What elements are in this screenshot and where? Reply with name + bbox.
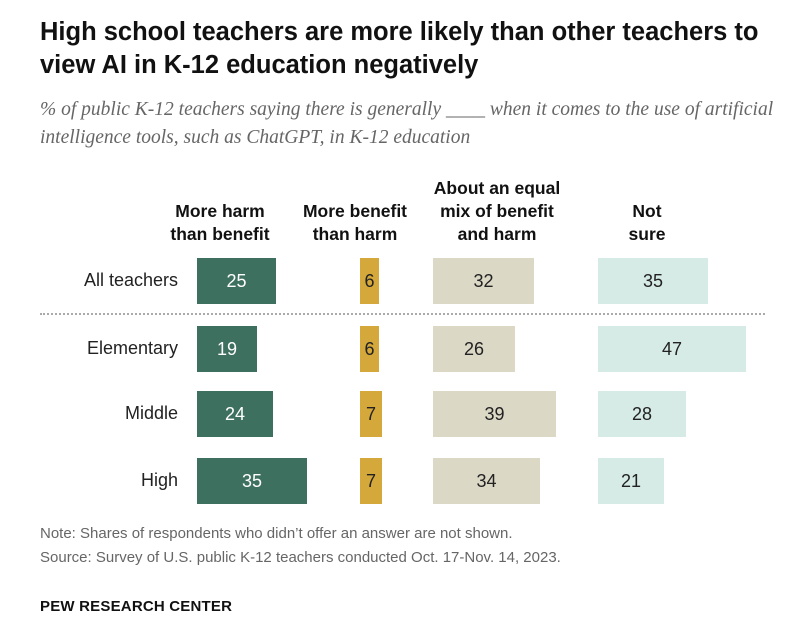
source-text: Source: Survey of U.S. public K-12 teach… xyxy=(40,549,561,566)
bar-more-benefit-than-harm-high xyxy=(360,458,382,504)
data-label-more-benefit-than-harm-high: 7 xyxy=(365,471,376,491)
bar-not-sure-all-teachers xyxy=(598,258,708,304)
column-header-about-an-equal-mix-of-benefit-and-harm: About an equal mix of benefit and harm xyxy=(433,178,561,244)
dotted-divider xyxy=(40,313,765,315)
column-header-not-sure: Not sure xyxy=(628,201,666,244)
data-label-about-an-equal-mix-of-benefit-and-harm-all-teachers: 32 xyxy=(473,271,494,291)
data-label-more-harm-than-benefit-high: 35 xyxy=(241,471,263,491)
data-label-about-an-equal-mix-of-benefit-and-harm-elementary: 26 xyxy=(463,339,485,359)
bar-about-an-equal-mix-of-benefit-and-harm-high xyxy=(433,458,540,504)
bar-about-an-equal-mix-of-benefit-and-harm-middle xyxy=(433,391,556,437)
bar-about-an-equal-mix-of-benefit-and-harm-elementary xyxy=(433,326,515,372)
column-header-more-benefit-than-harm: More benefit than harm xyxy=(302,201,408,244)
chart-title: High school teachers are more likely tha… xyxy=(40,18,759,79)
data-label-more-harm-than-benefit-all-teachers: 25 xyxy=(226,271,247,291)
bar-more-harm-than-benefit-all-teachers xyxy=(197,258,276,304)
data-label-about-an-equal-mix-of-benefit-and-harm-high: 34 xyxy=(476,471,497,491)
column-header-more-harm-than-benefit: More harm than benefit xyxy=(170,201,270,244)
brand-logo-text: PEW RESEARCH CENTER xyxy=(40,598,233,615)
data-label-more-benefit-than-harm-elementary: 6 xyxy=(364,339,375,359)
data-label-more-benefit-than-harm-middle: 7 xyxy=(365,404,376,424)
chart-subtitle: % of public K-12 teachers saying there i… xyxy=(40,99,774,148)
bar-more-harm-than-benefit-elementary xyxy=(197,326,257,372)
data-label-not-sure-elementary: 47 xyxy=(661,339,683,359)
bar-more-harm-than-benefit-high xyxy=(197,458,307,504)
row-label-all-teachers: All teachers xyxy=(83,270,178,290)
bar-more-benefit-than-harm-all-teachers xyxy=(360,258,379,304)
row-label-middle: Middle xyxy=(124,403,178,423)
row-label-elementary: Elementary xyxy=(86,338,178,358)
bar-not-sure-high xyxy=(598,458,664,504)
note-text: Note: Shares of respondents who didn’t o… xyxy=(40,525,513,542)
data-label-about-an-equal-mix-of-benefit-and-harm-middle: 39 xyxy=(484,404,505,424)
bar-more-harm-than-benefit-middle xyxy=(197,391,273,437)
bar-more-benefit-than-harm-middle xyxy=(360,391,382,437)
data-label-more-harm-than-benefit-elementary: 19 xyxy=(216,339,238,359)
bar-about-an-equal-mix-of-benefit-and-harm-all-teachers xyxy=(433,258,534,304)
bar-more-benefit-than-harm-elementary xyxy=(360,326,379,372)
data-label-not-sure-all-teachers: 35 xyxy=(642,271,664,291)
bar-not-sure-middle xyxy=(598,391,686,437)
data-label-more-benefit-than-harm-all-teachers: 6 xyxy=(364,271,375,291)
bar-not-sure-elementary xyxy=(598,326,746,372)
row-label-high: High xyxy=(140,470,178,490)
data-label-not-sure-middle: 28 xyxy=(631,404,653,424)
data-label-more-harm-than-benefit-middle: 24 xyxy=(224,404,246,424)
data-label-not-sure-high: 21 xyxy=(620,471,642,491)
